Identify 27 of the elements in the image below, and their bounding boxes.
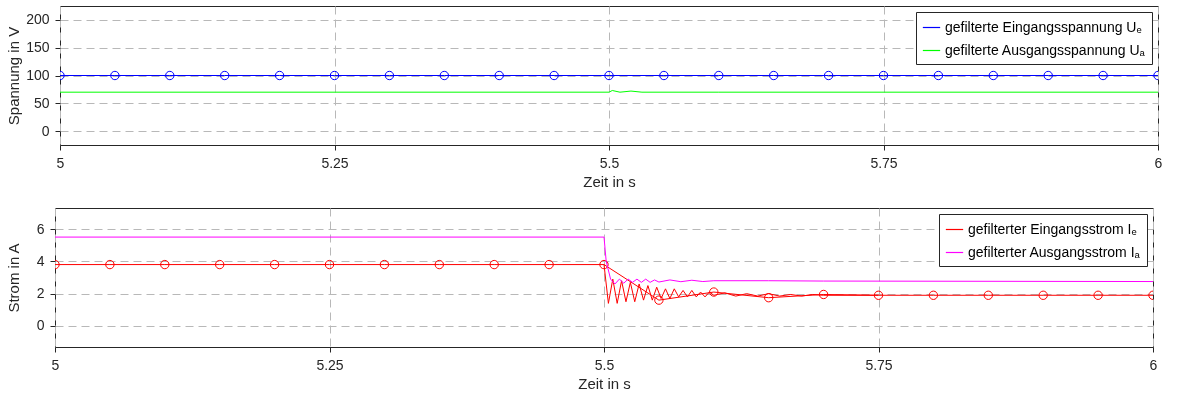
x-tick-label: 5 — [51, 356, 60, 373]
y-tick-label: 2 — [36, 285, 45, 302]
y-axis-title: Strom in A — [4, 243, 22, 313]
x-tick-label: 5.5 — [594, 356, 615, 373]
x-tick-label: 5 — [56, 154, 65, 171]
y-tick-label: 150 — [26, 39, 50, 56]
x-axis-title: Zeit in s — [578, 374, 631, 392]
y-tick-label: 6 — [36, 220, 45, 237]
x-tick-label: 5.75 — [870, 154, 898, 171]
x-tick-label: 6 — [1154, 154, 1163, 171]
legend-label: gefilterte Ausgangsspannung Uₐ — [945, 41, 1146, 58]
y-tick-label: 0 — [36, 317, 45, 334]
x-tick-label: 5.25 — [316, 356, 344, 373]
y-tick-label: 50 — [33, 94, 50, 111]
x-tick-label: 5.75 — [865, 356, 893, 373]
x-axis-title: Zeit in s — [583, 172, 636, 190]
y-tick-label: 200 — [26, 11, 50, 28]
x-tick-label: 6 — [1149, 356, 1158, 373]
legend-label: gefilterte Eingangsspannung Uₑ — [945, 18, 1142, 35]
legend-label: gefilterter Eingangsstrom Iₑ — [968, 220, 1137, 237]
x-tick-label: 5.25 — [321, 154, 349, 171]
y-tick-label: 4 — [36, 252, 45, 269]
y-tick-label: 0 — [41, 122, 50, 139]
x-tick-label: 5.5 — [599, 154, 620, 171]
y-axis-title: Spannung in V — [5, 26, 23, 126]
legend-label: gefilterter Ausgangsstrom Iₐ — [968, 243, 1141, 260]
y-tick-label: 100 — [26, 67, 50, 83]
